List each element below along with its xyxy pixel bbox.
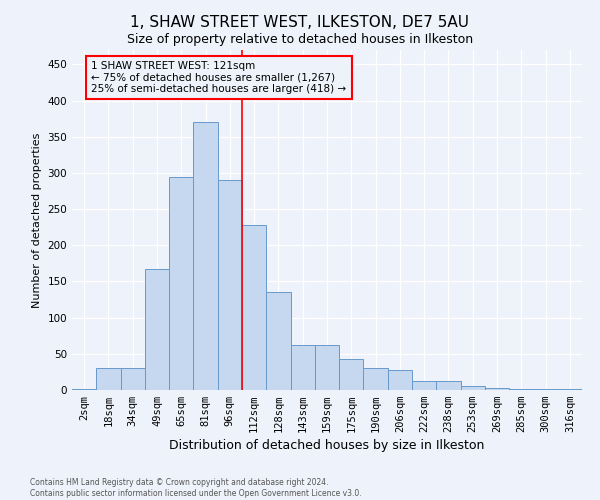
Bar bbox=[461, 386, 485, 390]
Bar bbox=[72, 388, 96, 390]
Bar bbox=[485, 388, 509, 390]
Bar bbox=[145, 269, 169, 390]
Text: Contains HM Land Registry data © Crown copyright and database right 2024.
Contai: Contains HM Land Registry data © Crown c… bbox=[30, 478, 362, 498]
Bar bbox=[290, 345, 315, 390]
Bar bbox=[193, 122, 218, 390]
Bar bbox=[218, 180, 242, 390]
Y-axis label: Number of detached properties: Number of detached properties bbox=[32, 132, 42, 308]
Bar bbox=[242, 225, 266, 390]
Bar bbox=[436, 380, 461, 390]
Bar bbox=[169, 176, 193, 390]
Text: 1, SHAW STREET WEST, ILKESTON, DE7 5AU: 1, SHAW STREET WEST, ILKESTON, DE7 5AU bbox=[131, 15, 470, 30]
Bar bbox=[339, 359, 364, 390]
Bar bbox=[266, 292, 290, 390]
X-axis label: Distribution of detached houses by size in Ilkeston: Distribution of detached houses by size … bbox=[169, 440, 485, 452]
Bar bbox=[412, 382, 436, 390]
Bar bbox=[388, 370, 412, 390]
Bar bbox=[509, 388, 533, 390]
Bar bbox=[96, 368, 121, 390]
Bar bbox=[364, 368, 388, 390]
Text: Size of property relative to detached houses in Ilkeston: Size of property relative to detached ho… bbox=[127, 32, 473, 46]
Bar bbox=[315, 345, 339, 390]
Bar bbox=[121, 368, 145, 390]
Text: 1 SHAW STREET WEST: 121sqm
← 75% of detached houses are smaller (1,267)
25% of s: 1 SHAW STREET WEST: 121sqm ← 75% of deta… bbox=[91, 61, 347, 94]
